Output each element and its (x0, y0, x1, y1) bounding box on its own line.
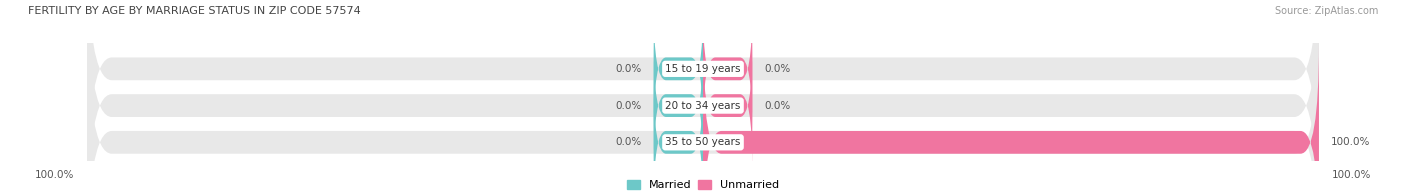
FancyBboxPatch shape (87, 0, 1319, 196)
FancyBboxPatch shape (654, 44, 703, 168)
Text: 100.0%: 100.0% (35, 170, 75, 180)
Text: 20 to 34 years: 20 to 34 years (665, 101, 741, 111)
Legend: Married, Unmarried: Married, Unmarried (627, 180, 779, 191)
Text: 0.0%: 0.0% (616, 137, 641, 147)
FancyBboxPatch shape (654, 7, 703, 131)
Text: 0.0%: 0.0% (765, 101, 790, 111)
Text: FERTILITY BY AGE BY MARRIAGE STATUS IN ZIP CODE 57574: FERTILITY BY AGE BY MARRIAGE STATUS IN Z… (28, 6, 361, 16)
Text: 0.0%: 0.0% (616, 101, 641, 111)
FancyBboxPatch shape (87, 0, 1319, 196)
Text: 100.0%: 100.0% (1331, 170, 1371, 180)
Text: 100.0%: 100.0% (1331, 137, 1371, 147)
Text: 35 to 50 years: 35 to 50 years (665, 137, 741, 147)
Text: Source: ZipAtlas.com: Source: ZipAtlas.com (1274, 6, 1378, 16)
Text: 15 to 19 years: 15 to 19 years (665, 64, 741, 74)
Text: 0.0%: 0.0% (616, 64, 641, 74)
FancyBboxPatch shape (703, 7, 752, 131)
FancyBboxPatch shape (703, 44, 1319, 196)
FancyBboxPatch shape (87, 7, 1319, 196)
FancyBboxPatch shape (654, 80, 703, 196)
FancyBboxPatch shape (703, 44, 752, 168)
Text: 0.0%: 0.0% (765, 64, 790, 74)
